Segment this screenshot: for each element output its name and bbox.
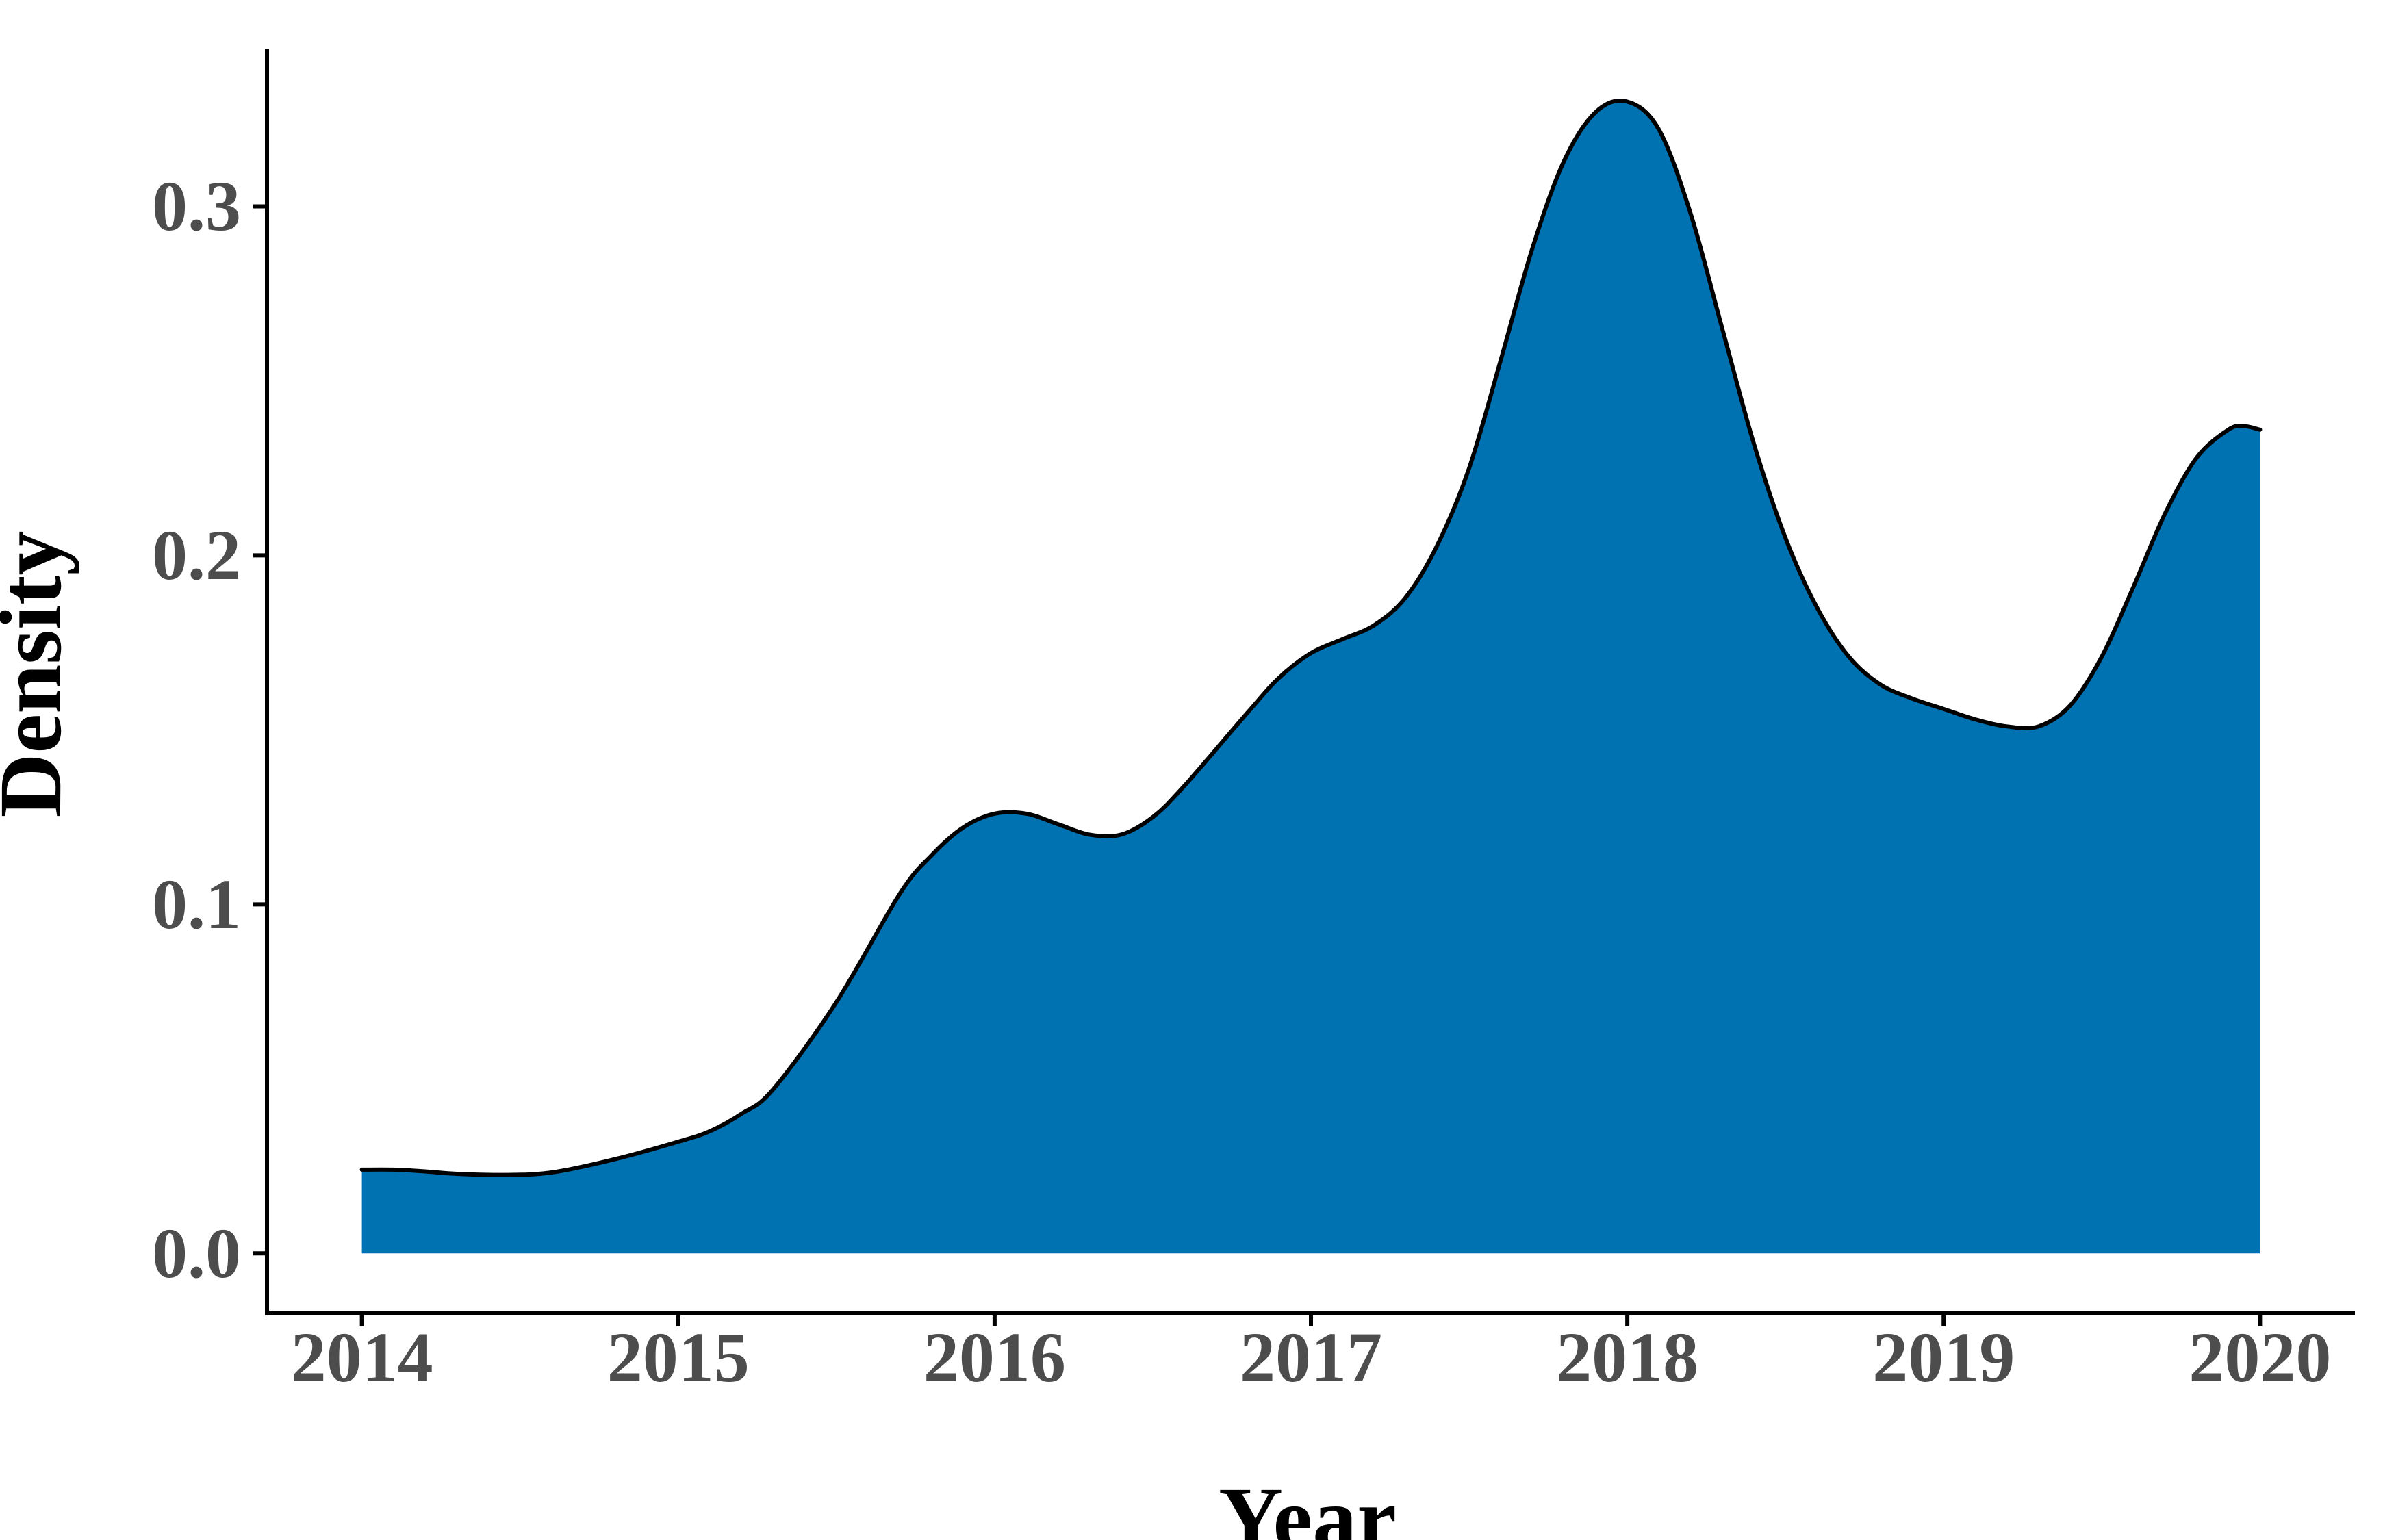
x-tick-label: 2020 (2189, 1318, 2331, 1397)
y-tick-label: 0.0 (152, 1214, 241, 1293)
x-tick-label: 2014 (291, 1318, 433, 1397)
y-axis-title: Density (0, 531, 80, 818)
y-tick-label: 0.3 (152, 167, 241, 246)
x-tick-label: 2016 (923, 1318, 1066, 1397)
x-tick-label: 2015 (607, 1318, 750, 1397)
density-area (361, 101, 2260, 1254)
x-axis-ticks: 2014 2015 2016 2017 2018 2019 2020 (291, 1313, 2331, 1397)
plot-area (359, 99, 2263, 1254)
y-axis-ticks: 0.0 0.1 0.2 0.3 (152, 167, 267, 1293)
x-tick-label: 2017 (1240, 1318, 1382, 1397)
y-tick-label: 0.2 (152, 516, 241, 595)
x-axis-title: Year (1219, 1470, 1397, 1540)
x-tick-label: 2019 (1872, 1318, 2015, 1397)
density-curve (359, 99, 2263, 1177)
x-tick-label: 2018 (1556, 1318, 1698, 1397)
y-tick-label: 0.1 (152, 865, 241, 944)
